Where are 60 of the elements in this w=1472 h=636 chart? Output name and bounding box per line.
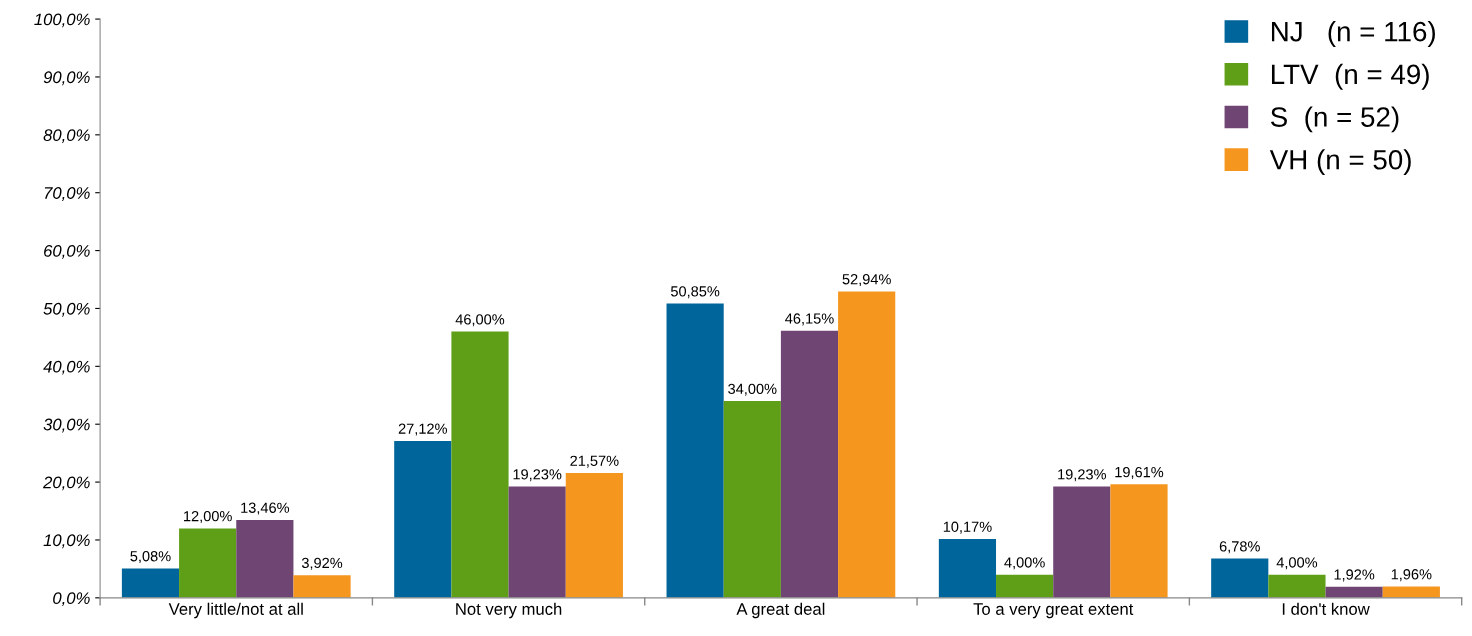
bar: [565, 473, 623, 598]
x-tick-label: A great deal: [736, 602, 825, 619]
bar: [179, 528, 237, 598]
x-tick-label: Very little/not at all: [168, 602, 303, 619]
data-label: 4,00%: [1004, 557, 1045, 570]
data-label: 1,92%: [1334, 569, 1375, 582]
legend-label: S (n = 52): [1270, 106, 1399, 133]
bar: [838, 291, 896, 598]
y-tick-label: 40,0%: [43, 360, 90, 375]
data-label: 19,23%: [1058, 469, 1107, 482]
y-tick-label: 0,0%: [53, 592, 90, 607]
data-label: 19,23%: [513, 469, 562, 482]
bar: [723, 401, 781, 598]
y-tick-label: 70,0%: [44, 187, 90, 201]
y-tick-label: 100,0%: [34, 13, 90, 28]
data-label: 12,00%: [184, 511, 232, 524]
y-tick-label: 90,0%: [43, 71, 90, 86]
bar: [236, 519, 294, 598]
y-tick-label: 30,0%: [43, 418, 90, 433]
x-tick-label: I don't know: [1282, 602, 1370, 615]
data-label: 5,08%: [130, 551, 171, 564]
data-label: 19,61%: [1115, 466, 1164, 480]
data-label: 6,78%: [1219, 541, 1260, 554]
data-label: 50,85%: [670, 286, 720, 299]
bar: [780, 330, 839, 598]
data-label: 21,57%: [570, 455, 619, 468]
data-label: 46,15%: [785, 313, 834, 326]
x-tick-label: Not very much: [456, 602, 562, 619]
legend-label: VH (n = 50): [1269, 149, 1411, 176]
bar: [1211, 558, 1269, 598]
y-tick-label: 20,0%: [43, 476, 90, 491]
bar: [394, 440, 452, 598]
bar: [293, 575, 351, 598]
y-tick-label: 10,0%: [43, 534, 90, 549]
bar: [1053, 486, 1111, 598]
y-tick-label: 80,0%: [43, 129, 90, 143]
y-tick-label: 50,0%: [43, 302, 90, 317]
bar: [1268, 574, 1326, 598]
data-label: 34,00%: [728, 383, 777, 396]
y-tick-label: 60,0%: [44, 244, 90, 259]
bar: [1325, 586, 1383, 598]
bar: [1382, 586, 1440, 598]
data-label: 13,46%: [241, 502, 290, 515]
data-label: 52,94%: [842, 274, 891, 287]
bar: [1110, 484, 1168, 598]
bar: [121, 568, 180, 598]
data-label: 4,00%: [1276, 557, 1318, 570]
data-label: 3,92%: [301, 557, 343, 570]
bar: [508, 486, 566, 598]
data-label: 1,96%: [1391, 569, 1432, 582]
data-label: 10,17%: [943, 521, 992, 534]
data-label: 27,12%: [398, 423, 448, 436]
legend-label: LTV (n = 49): [1271, 63, 1429, 90]
legend-label: NJ (n = 116): [1271, 21, 1435, 47]
bar: [666, 303, 724, 598]
bar: [996, 574, 1054, 598]
bar: [938, 538, 997, 598]
bar: [451, 331, 509, 598]
x-tick-label: To a very great extent: [973, 603, 1134, 619]
data-label: 46,00%: [455, 314, 505, 327]
